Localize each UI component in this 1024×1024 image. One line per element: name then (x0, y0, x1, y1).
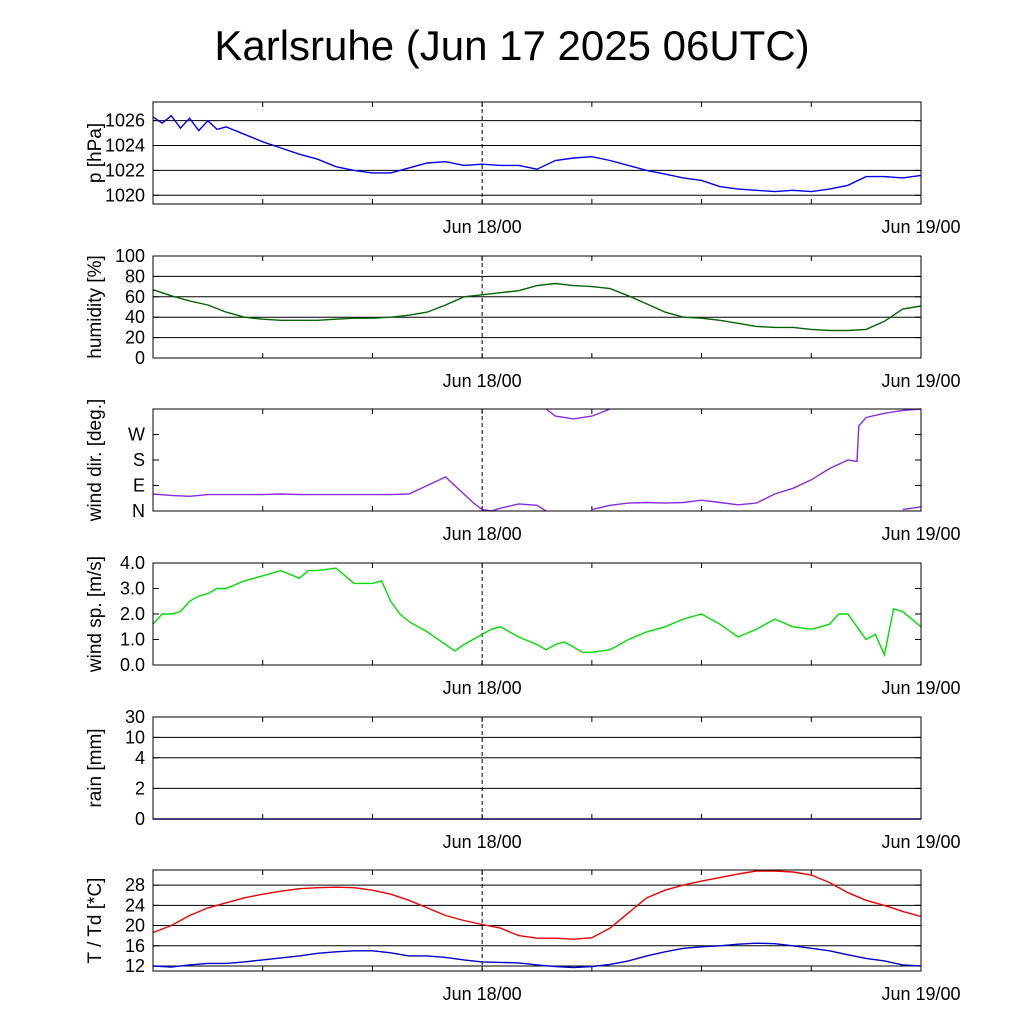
x-tick-label: Jun 19/00 (881, 524, 960, 544)
series-line (152, 567, 922, 658)
x-tick-label: Jun 19/00 (881, 217, 960, 237)
y-tick-label: 100 (115, 246, 145, 266)
x-tick-label: Jun 18/00 (443, 524, 522, 544)
series-line (545, 408, 611, 420)
x-tick-label: Jun 18/00 (443, 984, 522, 1004)
x-tick-label: Jun 19/00 (881, 678, 960, 698)
y-axis-label: p [hPa] (85, 123, 106, 183)
y-tick-label: 40 (125, 307, 145, 327)
y-tick-label: 4 (135, 748, 145, 768)
x-tick-label: Jun 19/00 (881, 371, 960, 391)
y-tick-label: 0.0 (120, 655, 145, 675)
series-line (152, 408, 922, 512)
y-tick-label: 28 (125, 875, 145, 895)
y-tick-label: 0 (135, 348, 145, 368)
series-line (152, 870, 922, 940)
panel-frame (152, 869, 922, 972)
y-tick-label: 2 (135, 778, 145, 798)
y-tick-label: 1022 (105, 160, 145, 180)
y-tick-label: 20 (125, 916, 145, 936)
y-tick-label: 60 (125, 287, 145, 307)
chart-title: Karlsruhe (Jun 17 2025 06UTC) (214, 22, 810, 69)
panel-frame (152, 408, 922, 512)
y-tick-label: 1.0 (120, 630, 145, 650)
y-axis-label: T / Td [*C] (85, 878, 106, 964)
x-tick-label: Jun 18/00 (443, 678, 522, 698)
panel-frame (152, 101, 922, 205)
y-axis-label: rain [mm] (85, 728, 106, 807)
y-axis-label: wind sp. [m/s] (85, 556, 106, 673)
y-tick-label: 80 (125, 266, 145, 286)
panel-frame (152, 716, 922, 820)
y-tick-label: 4.0 (120, 553, 145, 573)
panel-frame (152, 255, 922, 359)
y-tick-label: W (128, 425, 145, 445)
y-tick-label: 1024 (105, 136, 145, 156)
y-tick-label: 3.0 (120, 579, 145, 599)
series-line (902, 506, 922, 511)
panel-frame (152, 562, 922, 666)
series-line (152, 114, 922, 193)
x-tick-label: Jun 18/00 (443, 217, 522, 237)
x-tick-label: Jun 18/00 (443, 371, 522, 391)
y-tick-label: E (133, 476, 145, 496)
y-tick-label: 12 (125, 956, 145, 976)
y-tick-label: N (132, 501, 145, 521)
x-tick-label: Jun 18/00 (443, 832, 522, 852)
x-tick-label: Jun 19/00 (881, 832, 960, 852)
y-tick-label: 20 (125, 328, 145, 348)
y-tick-label: 1026 (105, 111, 145, 131)
y-tick-label: 1020 (105, 185, 145, 205)
series-line (152, 282, 922, 332)
y-axis-label: humidity [%] (85, 255, 106, 358)
y-axis-label: wind dir. [deg.] (85, 399, 106, 523)
y-tick-label: 10 (125, 727, 145, 747)
y-tick-label: 16 (125, 936, 145, 956)
y-tick-label: 24 (125, 895, 145, 915)
y-tick-label: 30 (125, 707, 145, 727)
y-tick-label: S (133, 450, 145, 470)
series-line (152, 942, 922, 969)
y-tick-label: 0 (135, 809, 145, 829)
x-tick-label: Jun 19/00 (881, 984, 960, 1004)
y-tick-label: 2.0 (120, 604, 145, 624)
